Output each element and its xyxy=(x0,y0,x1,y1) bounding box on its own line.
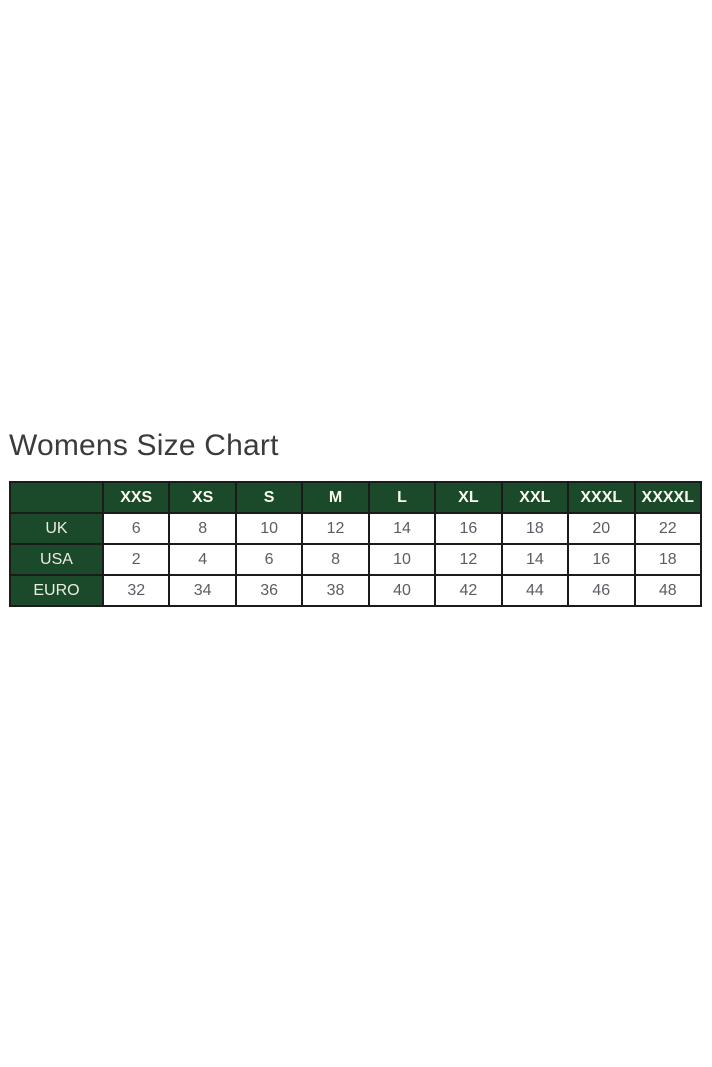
size-value-cell: 46 xyxy=(567,574,636,607)
column-header-cell-l: L xyxy=(367,481,437,514)
size-value-cell: 42 xyxy=(434,574,503,607)
column-header-cell-xxl: XXL xyxy=(500,481,570,514)
column-header-cell-m: M xyxy=(301,481,370,514)
table-row-uk: UK 6 8 10 12 14 16 18 20 22 xyxy=(9,512,702,545)
row-header-cell: UK xyxy=(9,512,104,545)
column-header-cell-xxxl: XXXL xyxy=(567,481,636,514)
size-chart-section: Womens Size Chart XXS XS S M L XL XXL XX… xyxy=(9,429,703,607)
size-value-cell: 6 xyxy=(101,512,171,545)
column-header-cell-xxs: XXS xyxy=(101,481,171,514)
size-value-cell: 38 xyxy=(301,574,370,607)
size-value-cell: 12 xyxy=(434,543,503,576)
size-value-cell: 16 xyxy=(434,512,503,545)
table-row-euro: EURO 32 34 36 38 40 42 44 46 48 xyxy=(9,574,702,607)
column-header-cell-xl: XL xyxy=(434,481,503,514)
size-value-cell: 12 xyxy=(301,512,370,545)
size-value-cell: 14 xyxy=(500,543,570,576)
size-value-cell: 20 xyxy=(567,512,636,545)
size-value-cell: 8 xyxy=(168,512,237,545)
column-header-cell-s: S xyxy=(234,481,304,514)
row-header-cell: EURO xyxy=(9,574,104,607)
size-value-cell: 10 xyxy=(234,512,304,545)
size-value-cell: 8 xyxy=(301,543,370,576)
table-row-usa: USA 2 4 6 8 10 12 14 16 18 xyxy=(9,543,702,576)
size-chart-table: XXS XS S M L XL XXL XXXL XXXXL UK 6 8 10 xyxy=(9,481,702,607)
size-value-cell: 36 xyxy=(234,574,304,607)
size-value-cell: 4 xyxy=(168,543,237,576)
size-value-cell: 48 xyxy=(633,574,702,607)
column-header-cell-blank xyxy=(9,481,104,514)
size-value-cell: 6 xyxy=(234,543,304,576)
size-value-cell: 18 xyxy=(633,543,702,576)
column-header-cell-xs: XS xyxy=(168,481,237,514)
page-title: Womens Size Chart xyxy=(9,429,279,462)
size-value-cell: 2 xyxy=(101,543,171,576)
size-value-cell: 14 xyxy=(367,512,437,545)
size-value-cell: 10 xyxy=(367,543,437,576)
size-value-cell: 16 xyxy=(567,543,636,576)
row-header-cell: USA xyxy=(9,543,104,576)
column-header-cell-xxxxl: XXXXL xyxy=(633,481,702,514)
table-header-row: XXS XS S M L XL XXL XXXL XXXXL xyxy=(9,481,702,514)
size-value-cell: 22 xyxy=(633,512,702,545)
size-value-cell: 44 xyxy=(500,574,570,607)
size-value-cell: 40 xyxy=(367,574,437,607)
size-value-cell: 18 xyxy=(500,512,570,545)
size-value-cell: 32 xyxy=(101,574,171,607)
size-value-cell: 34 xyxy=(168,574,237,607)
